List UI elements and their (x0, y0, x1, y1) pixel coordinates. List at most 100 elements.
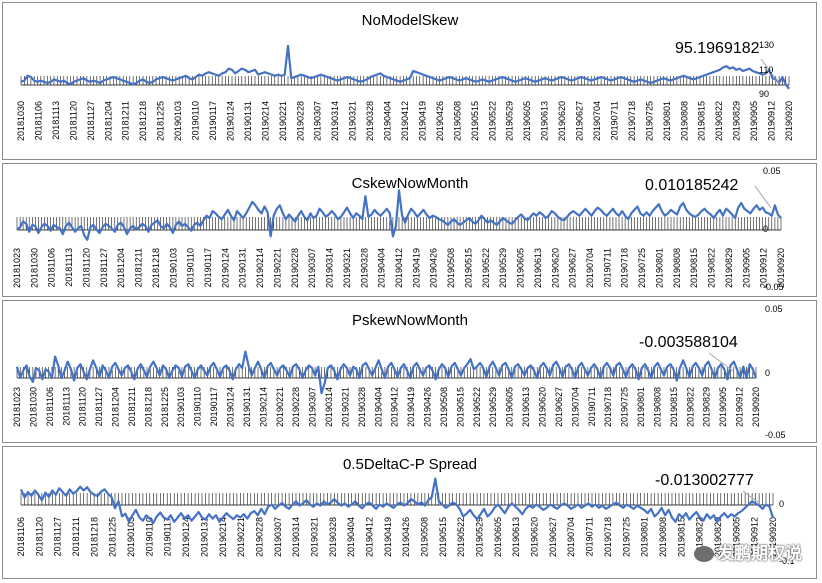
x-tick-label: 20190704 (570, 387, 580, 427)
value-annotation: 0.010185242 (645, 177, 739, 194)
x-tick-label: 20190808 (672, 248, 682, 288)
x-tick-label: 20181030 (29, 248, 39, 288)
x-tick-label: 20190328 (328, 517, 338, 557)
watermark-text: 发鹏期权说 (717, 544, 802, 564)
x-tick-label: 20190725 (637, 248, 647, 288)
x-tick-label: 20190822 (714, 101, 724, 141)
x-tick-label: 20181030 (28, 387, 38, 427)
x-tick-label: 20190426 (401, 517, 411, 557)
y-tick-label: 0 (779, 499, 784, 509)
x-tick-label: 20190131 (199, 517, 209, 557)
x-tick-label: 20181211 (71, 517, 81, 556)
x-tick-label: 20190522 (487, 101, 497, 141)
x-tick-label: 20190328 (359, 248, 369, 288)
y-tick-label: 110 (759, 65, 773, 75)
series-line-spread (19, 477, 775, 524)
x-tick-label: 20190321 (310, 517, 320, 557)
x-tick-label: 20190627 (568, 248, 578, 288)
x-tick-label: 20181218 (138, 101, 148, 141)
x-tick-label: 20190620 (530, 517, 540, 557)
x-tick-label: 20190117 (203, 248, 213, 287)
series-line-nomodelskew (20, 44, 790, 90)
x-tick-label: 20190214 (260, 101, 270, 141)
x-tick-label: 20190529 (505, 101, 515, 141)
x-tick-label: 20190815 (676, 517, 686, 557)
x-tick-label: 20190307 (307, 248, 317, 288)
x-tick-label: 20190529 (475, 517, 485, 557)
x-tick-label: 20190808 (653, 387, 663, 427)
x-tick-label: 20190605 (505, 387, 515, 427)
x-tick-label: 20181127 (86, 101, 96, 140)
x-tick-label: 20190508 (439, 387, 449, 427)
x-tick-label: 20190321 (340, 387, 350, 427)
x-tick-label: 20190627 (548, 517, 558, 557)
x-tick-label: 20190228 (254, 517, 264, 557)
x-tick-label: 20190912 (759, 248, 769, 288)
x-tick-label: 20190718 (620, 248, 630, 288)
x-tick-label: 20181023 (12, 387, 22, 427)
y-tick-label: -0.05 (765, 430, 786, 440)
y-tick-label: 0.05 (765, 304, 783, 314)
x-tick-label: 20181120 (68, 101, 78, 140)
x-tick-label: 20190103 (176, 387, 186, 427)
x-tick-label: 20190103 (126, 517, 136, 557)
x-tick-label: 20190522 (472, 387, 482, 427)
x-tick-label: 20190214 (258, 387, 268, 427)
value-annotation: -0.013002777 (655, 472, 754, 489)
x-tick-label: 20181204 (111, 387, 121, 427)
x-tick-label: 20181225 (160, 387, 170, 427)
x-tick-label: 20190613 (521, 387, 531, 427)
x-tick-label: 20190412 (365, 517, 375, 557)
chart-panel-cskew: 20181023 20181030 20181106 20181113 20181120… (2, 163, 817, 297)
x-tick-label: 20190613 (533, 248, 543, 288)
x-tick-label: 20190221 (278, 101, 288, 141)
y-tick-label: 0 (763, 224, 768, 234)
x-tick-label: 20190221 (236, 517, 246, 557)
chart-svg-cskew: 20181023 20181030 20181106 20181113 20181120… (12, 166, 786, 292)
x-tick-label: 20190605 (493, 517, 503, 557)
x-tick-label: 20190704 (566, 517, 576, 557)
x-tick-label: 20190314 (291, 517, 301, 557)
x-tick-label: 20190808 (679, 101, 689, 141)
x-tick-label: 20190829 (713, 517, 723, 557)
value-annotation: 95.1969182 (675, 40, 760, 57)
y-tick-label: -0.1 (779, 556, 795, 566)
chart-svg-pskew: 20181023 20181030 20181106 20181113 20181120… (12, 304, 786, 440)
x-tick-label: 20190912 (735, 387, 745, 427)
x-tick-label: 20181218 (143, 387, 153, 427)
x-tick-label: 20190905 (731, 517, 741, 557)
x-tick-label: 20190110 (186, 248, 196, 287)
x-tick-label: 20190815 (669, 387, 679, 427)
x-tick-label: 20181113 (51, 101, 61, 140)
x-tick-label: 20181113 (61, 387, 71, 426)
x-tick-label: 20190110 (193, 387, 203, 426)
x-tick-label: 20190426 (429, 248, 439, 288)
x-tick-label: 20181218 (151, 248, 161, 288)
x-tick-label: 20190515 (470, 101, 480, 141)
x-tick-label: 20190822 (707, 248, 717, 288)
x-tick-label: 20190801 (636, 387, 646, 427)
x-tick-label: 20190307 (273, 517, 283, 557)
x-tick-label: 20190613 (540, 101, 550, 141)
y-tick-label: -0.05 (763, 282, 784, 292)
x-tick-label: 20190228 (290, 248, 300, 288)
chart-title: 0.5DeltaC-P Spread (343, 456, 477, 473)
chart-title: CskewNowMonth (352, 175, 469, 192)
y-tick-label: 0 (765, 368, 770, 378)
x-tick-label: 20190117 (209, 387, 219, 426)
x-tick-label: 20190725 (620, 387, 630, 427)
x-tick-label: 20190920 (751, 387, 761, 427)
x-tick-label: 20190124 (181, 517, 191, 557)
x-tick-label: 20190117 (208, 101, 218, 140)
x-tick-label: 20190704 (585, 248, 595, 288)
x-tick-label: 20190605 (522, 101, 532, 141)
x-tick-label: 20181218 (89, 517, 99, 557)
x-tick-label: 20190725 (644, 101, 654, 141)
x-tick-label: 20190404 (383, 101, 393, 141)
x-tick-label: 20190920 (768, 517, 778, 557)
annotation-callout (708, 352, 734, 372)
x-tick-label: 20190515 (438, 517, 448, 557)
annotation-callout (754, 185, 772, 209)
x-tick-label: 20190829 (702, 387, 712, 427)
series-line-cskew (16, 189, 782, 241)
